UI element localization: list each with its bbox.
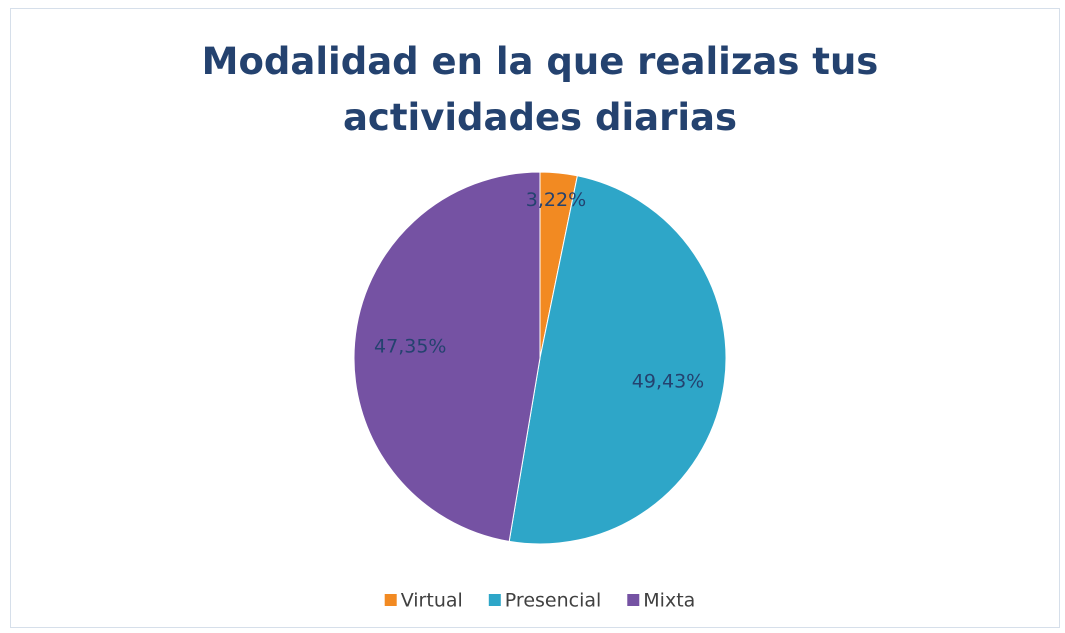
legend-swatch xyxy=(627,594,640,606)
chart-title: Modalidad en la que realizas tus activid… xyxy=(201,40,879,139)
pie-slice xyxy=(508,175,727,545)
legend-swatch xyxy=(488,594,501,606)
value-label: 49,43% xyxy=(632,370,704,392)
chart-frame xyxy=(10,8,1060,628)
legend-label: Virtual xyxy=(401,590,463,612)
value-label: 47,35% xyxy=(374,336,446,358)
pie-slice xyxy=(353,171,541,543)
legend-label: Mixta xyxy=(643,590,695,612)
value-label: 3,22% xyxy=(526,189,586,211)
legend-label: Presencial xyxy=(505,590,601,612)
legend-swatch xyxy=(384,594,397,606)
